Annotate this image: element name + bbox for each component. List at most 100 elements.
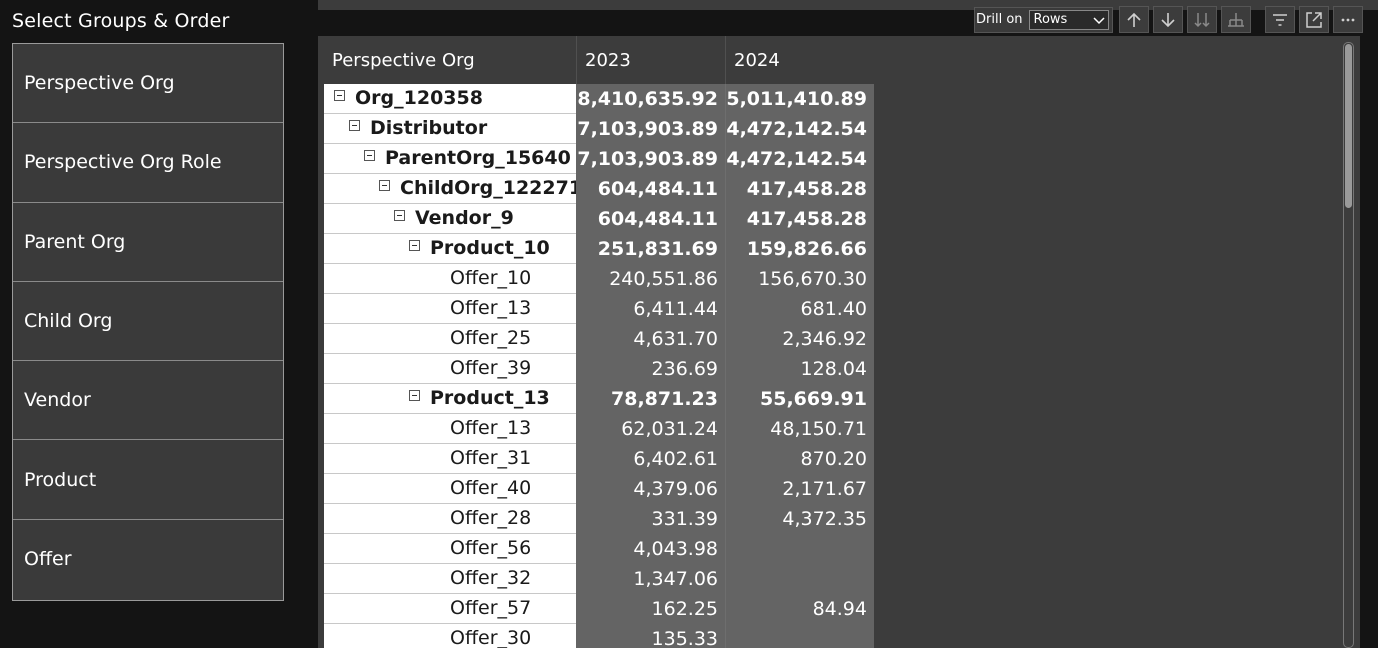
table-row[interactable]: Distributor 7,103,903.89 4,472,142.54 <box>324 114 874 144</box>
table-row[interactable]: Vendor_9 604,484.11 417,458.28 <box>324 204 874 234</box>
row-header-cell[interactable]: Offer_31 <box>324 444 576 474</box>
value-cell-2023[interactable]: 4,379.06 <box>576 474 725 504</box>
row-header-cell[interactable]: Offer_40 <box>324 474 576 504</box>
value-cell-2023[interactable]: 240,551.86 <box>576 264 725 294</box>
collapse-toggle-icon[interactable] <box>394 210 405 221</box>
collapse-toggle-icon[interactable] <box>409 390 420 401</box>
row-header-cell[interactable]: Offer_32 <box>324 564 576 594</box>
table-row[interactable]: Offer_13 62,031.24 48,150.71 <box>324 414 874 444</box>
value-cell-2023[interactable]: 6,411.44 <box>576 294 725 324</box>
row-header-cell[interactable]: Offer_10 <box>324 264 576 294</box>
row-header-cell[interactable]: Offer_30 <box>324 624 576 648</box>
row-header-cell[interactable]: Product_10 <box>324 234 576 264</box>
value-cell-2024[interactable] <box>725 624 874 648</box>
value-cell-2023[interactable]: 236.69 <box>576 354 725 384</box>
row-header-cell[interactable]: Offer_39 <box>324 354 576 384</box>
value-cell-2024[interactable]: 159,826.66 <box>725 234 874 264</box>
row-header-cell[interactable]: Distributor <box>324 114 576 144</box>
collapse-toggle-icon[interactable] <box>334 90 345 101</box>
row-header-cell[interactable]: Offer_57 <box>324 594 576 624</box>
vertical-scrollbar[interactable] <box>1343 42 1354 648</box>
column-header-2024[interactable]: 2024 <box>725 36 874 84</box>
row-header-cell[interactable]: Offer_13 <box>324 294 576 324</box>
more-options-button[interactable] <box>1332 6 1363 33</box>
row-header-cell[interactable]: Offer_28 <box>324 504 576 534</box>
drill-on-select[interactable]: Rows <box>1028 9 1109 30</box>
table-row[interactable]: Offer_13 6,411.44 681.40 <box>324 294 874 324</box>
row-header-cell[interactable]: ChildOrg_122271 <box>324 174 582 204</box>
value-cell-2024[interactable] <box>725 564 874 594</box>
value-cell-2024[interactable] <box>725 534 874 564</box>
filter-button[interactable] <box>1264 6 1295 33</box>
focus-mode-button[interactable] <box>1298 6 1329 33</box>
group-item-perspective-org-role[interactable]: Perspective Org Role <box>13 123 283 203</box>
value-cell-2024[interactable]: 2,346.92 <box>725 324 874 354</box>
value-cell-2024[interactable]: 55,669.91 <box>725 384 874 414</box>
value-cell-2023[interactable]: 135.33 <box>576 624 725 648</box>
value-cell-2024[interactable]: 128.04 <box>725 354 874 384</box>
table-row[interactable]: Offer_30 135.33 <box>324 624 874 648</box>
group-item-product[interactable]: Product <box>13 440 283 520</box>
value-cell-2024[interactable]: 4,372.35 <box>725 504 874 534</box>
value-cell-2024[interactable]: 870.20 <box>725 444 874 474</box>
value-cell-2023[interactable]: 62,031.24 <box>576 414 725 444</box>
value-cell-2023[interactable]: 6,402.61 <box>576 444 725 474</box>
value-cell-2023[interactable]: 4,631.70 <box>576 324 725 354</box>
table-row[interactable]: Offer_25 4,631.70 2,346.92 <box>324 324 874 354</box>
row-header-cell[interactable]: ParentOrg_15640 <box>324 144 576 174</box>
table-row[interactable]: Product_13 78,871.23 55,669.91 <box>324 384 874 414</box>
expand-next-level-button[interactable] <box>1220 6 1251 33</box>
drill-down-button[interactable] <box>1152 6 1183 33</box>
table-row[interactable]: ParentOrg_15640 7,103,903.89 4,472,142.54 <box>324 144 874 174</box>
row-header-cell[interactable]: Product_13 <box>324 384 576 414</box>
value-cell-2023[interactable]: 251,831.69 <box>576 234 725 264</box>
value-cell-2023[interactable]: 162.25 <box>576 594 725 624</box>
value-cell-2023[interactable]: 8,410,635.92 <box>576 84 725 114</box>
group-item-vendor[interactable]: Vendor <box>13 361 283 441</box>
value-cell-2024[interactable]: 4,472,142.54 <box>725 114 874 144</box>
table-row[interactable]: Offer_39 236.69 128.04 <box>324 354 874 384</box>
value-cell-2024[interactable]: 681.40 <box>725 294 874 324</box>
table-row[interactable]: Offer_10 240,551.86 156,670.30 <box>324 264 874 294</box>
scrollbar-thumb[interactable] <box>1345 44 1352 208</box>
go-to-next-level-button[interactable] <box>1186 6 1217 33</box>
group-item-offer[interactable]: Offer <box>24 548 72 571</box>
column-header-perspective-org[interactable]: Perspective Org <box>332 49 475 71</box>
row-header-cell[interactable]: Org_120358 <box>324 84 576 114</box>
value-cell-2023[interactable]: 7,103,903.89 <box>576 144 725 174</box>
table-row[interactable]: ChildOrg_122271 604,484.11 417,458.28 <box>324 174 874 204</box>
column-header-2023[interactable]: 2023 <box>576 36 725 84</box>
table-row[interactable]: Offer_57 162.25 84.94 <box>324 594 874 624</box>
collapse-toggle-icon[interactable] <box>409 240 420 251</box>
group-item-perspective-org[interactable]: Perspective Org <box>13 44 283 124</box>
table-row[interactable]: Offer_31 6,402.61 870.20 <box>324 444 874 474</box>
row-header-cell[interactable]: Vendor_9 <box>324 204 576 234</box>
value-cell-2024[interactable]: 84.94 <box>725 594 874 624</box>
table-row[interactable]: Org_120358 8,410,635.92 5,011,410.89 <box>324 84 874 114</box>
collapse-toggle-icon[interactable] <box>364 150 375 161</box>
value-cell-2024[interactable]: 2,171.67 <box>725 474 874 504</box>
row-header-cell[interactable]: Offer_13 <box>324 414 576 444</box>
value-cell-2024[interactable]: 4,472,142.54 <box>725 144 874 174</box>
value-cell-2023[interactable]: 78,871.23 <box>576 384 725 414</box>
value-cell-2023[interactable]: 1,347.06 <box>576 564 725 594</box>
value-cell-2024[interactable]: 417,458.28 <box>725 174 874 204</box>
value-cell-2024[interactable]: 417,458.28 <box>725 204 874 234</box>
value-cell-2023[interactable]: 604,484.11 <box>576 174 725 204</box>
value-cell-2023[interactable]: 7,103,903.89 <box>576 114 725 144</box>
collapse-toggle-icon[interactable] <box>349 120 360 131</box>
table-row[interactable]: Offer_40 4,379.06 2,171.67 <box>324 474 874 504</box>
drill-up-button[interactable] <box>1118 6 1149 33</box>
group-item-parent-org[interactable]: Parent Org <box>13 203 283 282</box>
table-row[interactable]: Product_10 251,831.69 159,826.66 <box>324 234 874 264</box>
group-item-child-org[interactable]: Child Org <box>13 282 283 362</box>
row-header-cell[interactable]: Offer_25 <box>324 324 576 354</box>
value-cell-2023[interactable]: 4,043.98 <box>576 534 725 564</box>
value-cell-2023[interactable]: 331.39 <box>576 504 725 534</box>
table-row[interactable]: Offer_32 1,347.06 <box>324 564 874 594</box>
value-cell-2024[interactable]: 5,011,410.89 <box>725 84 874 114</box>
collapse-toggle-icon[interactable] <box>379 180 390 191</box>
value-cell-2024[interactable]: 156,670.30 <box>725 264 874 294</box>
row-header-cell[interactable]: Offer_56 <box>324 534 576 564</box>
table-row[interactable]: Offer_56 4,043.98 <box>324 534 874 564</box>
